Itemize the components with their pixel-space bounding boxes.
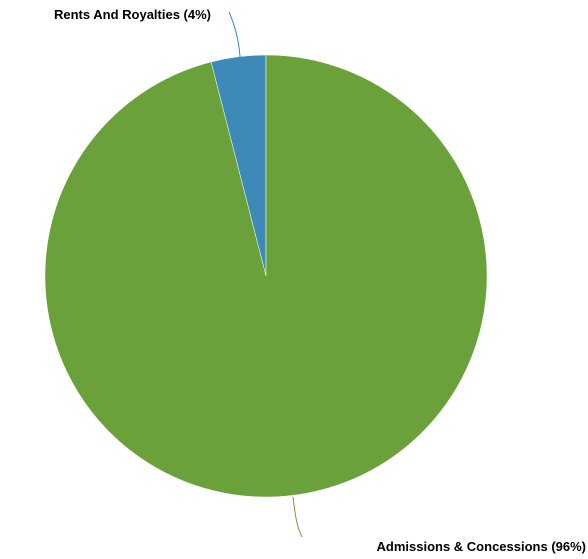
slice-label-admissions-and-concessions: Admissions & Concessions (96%) [377,539,587,554]
leader-line-admissions-and-concessions [292,496,303,538]
pie-slices [44,54,488,498]
leader-line-rents-and-royalties [228,11,241,58]
slice-labels: Rents And Royalties (4%) Admissions & Co… [54,7,586,554]
pie-slice-admissions-concessions-96 [44,54,488,498]
label-leader-lines [228,11,303,538]
slice-label-rents-and-royalties: Rents And Royalties (4%) [54,7,211,22]
